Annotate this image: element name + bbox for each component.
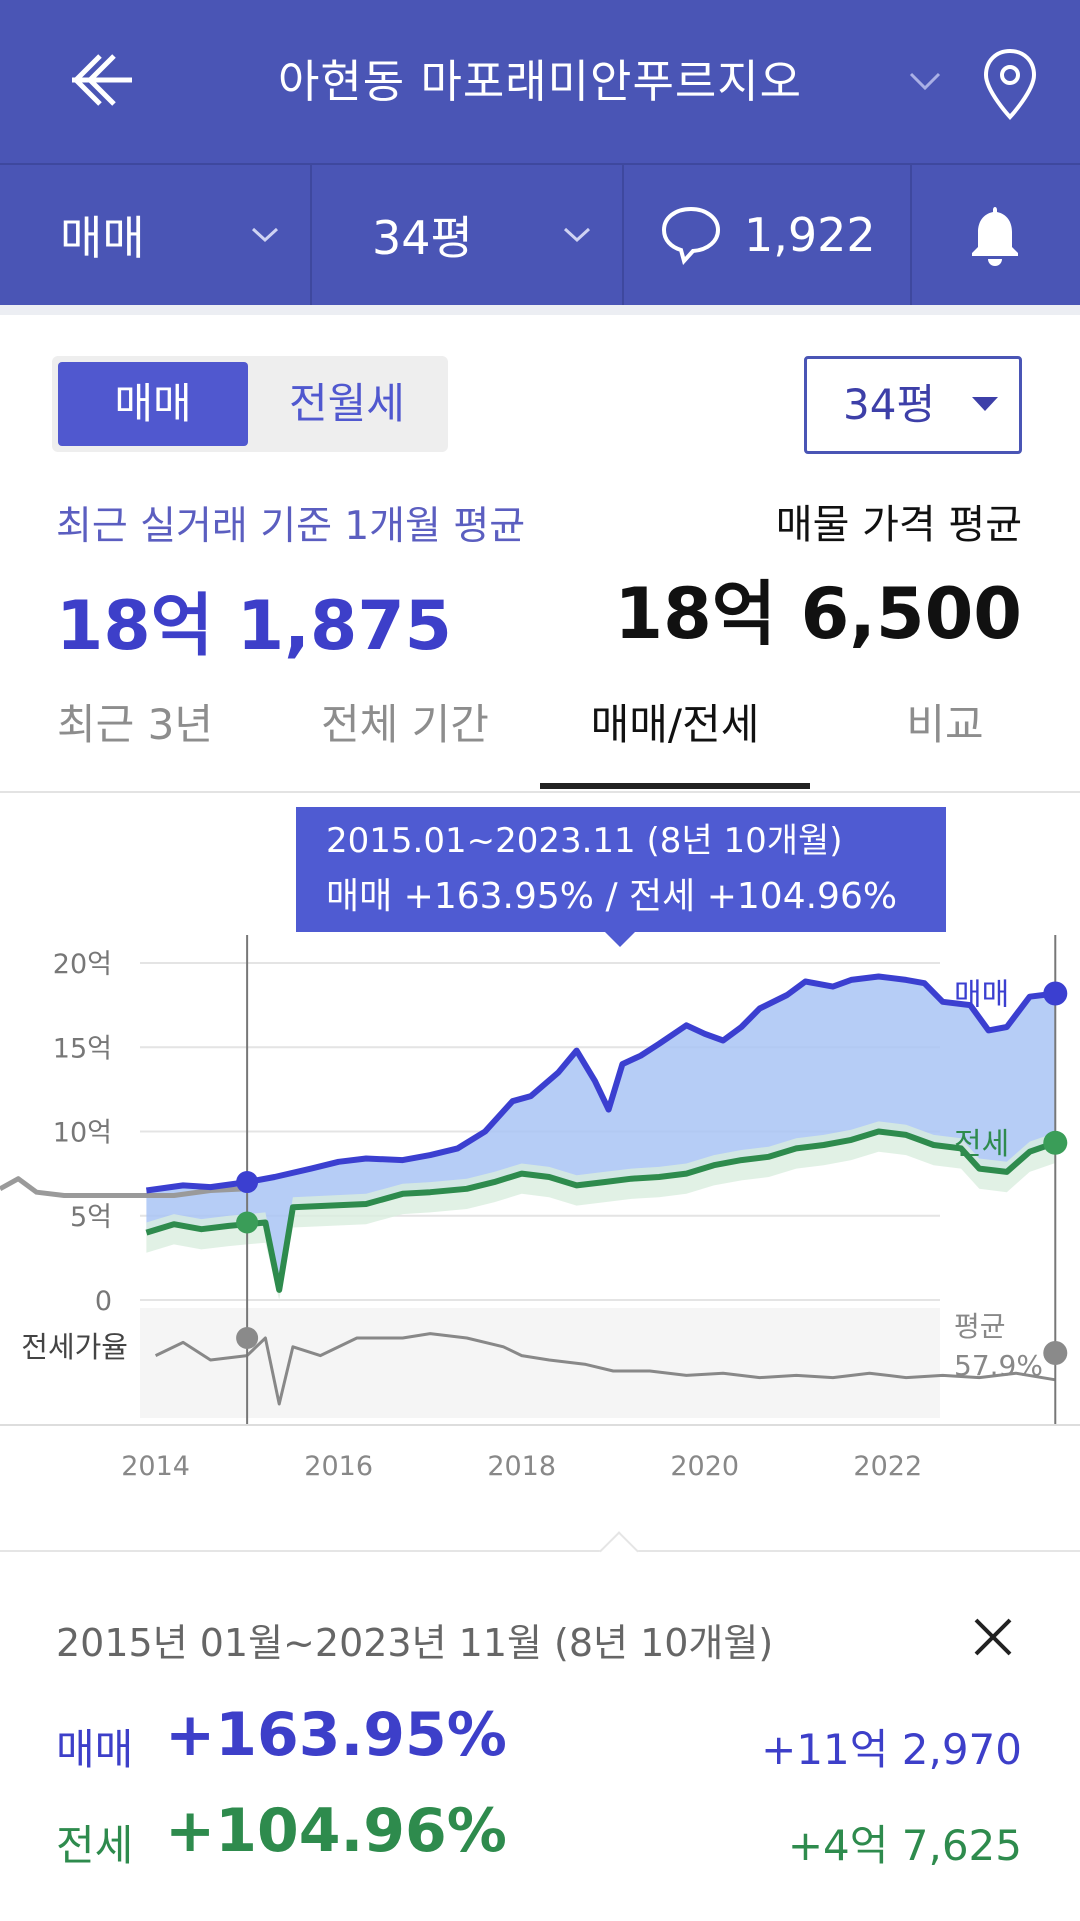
lease-end-dot xyxy=(1043,1130,1068,1155)
size-select[interactable]: 34평 xyxy=(804,356,1022,454)
y-tick-label: 15억 xyxy=(53,1033,112,1064)
summary-lease-percent: +104.96% xyxy=(165,1796,507,1866)
active-tab-indicator xyxy=(540,783,810,789)
summary-sale-label: 매매 xyxy=(56,1725,134,1774)
y-tick-label: 0 xyxy=(95,1286,112,1317)
tooltip-period: 2015.01~2023.11 (8년 10개월) xyxy=(326,821,843,861)
ratio-line xyxy=(154,1332,1056,1406)
deal-type-filter[interactable]: 매매 xyxy=(0,165,310,305)
sale-line xyxy=(145,973,1056,1194)
sale-start-dot xyxy=(236,1171,259,1194)
x-tick-label: 2018 xyxy=(487,1451,556,1482)
chart-lines xyxy=(0,973,1057,1406)
x-tick-label: 2020 xyxy=(670,1451,739,1482)
size-filter[interactable]: 34평 xyxy=(312,165,622,305)
chevron-down-icon[interactable] xyxy=(905,66,945,96)
listing-average-value: 18억 6,500 xyxy=(614,573,1022,655)
sale-series-label: 매매 xyxy=(954,977,1009,1012)
y-tick-label: 10억 xyxy=(53,1118,112,1149)
ratio-end-dot xyxy=(1043,1341,1068,1365)
x-axis-labels: 2014 2016 2018 2020 2022 xyxy=(121,1451,922,1482)
tooltip-pointer xyxy=(605,932,635,947)
y-tick-label: 5억 xyxy=(70,1202,112,1233)
ratio-average-label: 평균 xyxy=(954,1310,1006,1343)
period-tooltip: 2015.01~2023.11 (8년 10개월) 매매 +163.95% / 전… xyxy=(296,807,946,947)
ratio-band xyxy=(140,1308,940,1418)
apartment-title[interactable]: 아현동 마포래미안푸르지오 xyxy=(277,55,803,108)
summary-lease-amount: +4억 7,625 xyxy=(787,1821,1022,1870)
tab-sale-lease[interactable]: 매매/전세 xyxy=(590,700,760,749)
tooltip-box xyxy=(296,807,946,932)
close-icon[interactable] xyxy=(968,1612,1018,1662)
ratio-label: 전세가율 xyxy=(21,1330,128,1364)
filter-bar: 매매 34평 1,922 xyxy=(0,165,1080,305)
endpoint-dots xyxy=(236,981,1068,1365)
period-tabs: 최근 3년 전체 기간 매매/전세 비교 xyxy=(0,675,1080,793)
price-chart[interactable]: 20억 15억 10억 5억 0 전세가율 2014 2016 2018 2020 2022 20… xyxy=(0,795,1080,1555)
summary-period: 2015년 01월~2023년 11월 (8년 10개월) xyxy=(56,1621,774,1665)
toggle-lease[interactable]: 전월세 xyxy=(289,379,405,428)
lease-start-dot xyxy=(236,1211,259,1234)
deal-type-toggle: 매매 전월세 xyxy=(52,356,448,452)
size-filter-label: 34평 xyxy=(372,211,473,265)
comment-count: 1,922 xyxy=(744,208,876,262)
tooltip-change: 매매 +163.95% / 전세 +104.96% xyxy=(326,876,897,917)
size-select-value: 34평 xyxy=(843,380,936,429)
filter-separator xyxy=(622,165,624,305)
location-pin-icon[interactable] xyxy=(980,45,1040,125)
y-tick-label: 20억 xyxy=(53,949,112,980)
lease-series-label: 전세 xyxy=(954,1127,1009,1162)
summary-sale-percent: +163.95% xyxy=(165,1700,507,1770)
notification-button[interactable] xyxy=(912,165,1080,305)
deal-type-label: 매매 xyxy=(60,211,145,265)
tab-all-period[interactable]: 전체 기간 xyxy=(321,700,489,749)
sale-end-dot xyxy=(1043,981,1068,1006)
lease-band xyxy=(146,1121,1056,1300)
summary-divider xyxy=(0,1550,1080,1552)
ratio-start-dot xyxy=(236,1327,259,1349)
y-axis-labels: 20억 15억 10억 5억 0 전세가율 xyxy=(21,949,128,1364)
back-arrow-icon[interactable] xyxy=(62,40,142,120)
recent-average-label: 최근 실거래 기준 1개월 평균 xyxy=(56,504,526,549)
x-tick-label: 2022 xyxy=(853,1451,922,1482)
chart-areas xyxy=(146,976,1056,1300)
filter-separator xyxy=(910,165,912,305)
tab-recent-3y[interactable]: 최근 3년 xyxy=(57,700,213,749)
bell-icon xyxy=(972,207,1018,266)
filter-separator xyxy=(310,165,312,305)
lease-line xyxy=(145,1128,1057,1293)
summary-lease-label: 전세 xyxy=(56,1821,134,1870)
chevron-down-icon xyxy=(563,227,591,243)
caret-down-icon xyxy=(972,397,998,411)
app-header: 아현동 마포래미안푸르지오 매매 34평 1,922 xyxy=(0,0,1080,305)
chevron-down-icon xyxy=(251,227,279,243)
recent-average-value: 18억 1,875 xyxy=(56,587,452,666)
summary-sale-amount: +11억 2,970 xyxy=(761,1725,1022,1774)
header-divider xyxy=(0,163,1080,165)
sale-area xyxy=(146,976,1056,1290)
toggle-sale[interactable]: 매매 xyxy=(58,362,248,446)
title-bar: 아현동 마포래미안푸르지오 xyxy=(0,0,1080,163)
tab-compare[interactable]: 비교 xyxy=(906,700,984,749)
listing-average-label: 매물 가격 평균 xyxy=(775,502,1022,548)
x-tick-label: 2014 xyxy=(121,1451,190,1482)
comments-button[interactable]: 1,922 xyxy=(624,165,910,305)
x-tick-label: 2016 xyxy=(304,1451,373,1482)
section-gap xyxy=(0,305,1080,315)
historical-line xyxy=(0,1176,248,1198)
speech-bubble-icon xyxy=(661,206,721,265)
ratio-average-value: 57.9% xyxy=(954,1349,1043,1382)
